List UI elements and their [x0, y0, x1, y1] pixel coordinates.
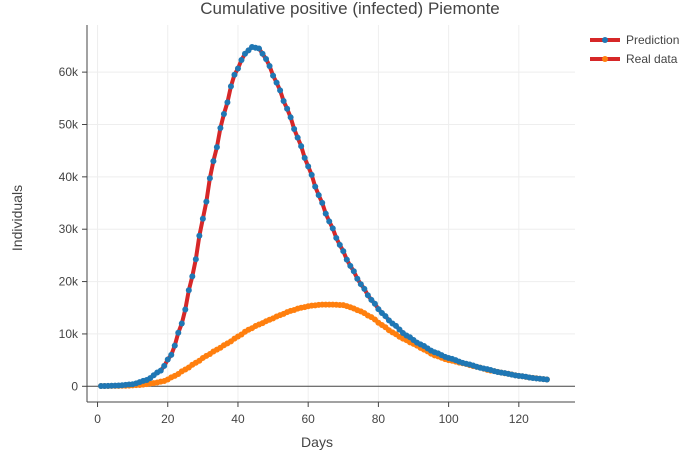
data-point [375, 306, 382, 313]
data-point [329, 225, 336, 232]
data-point [199, 215, 206, 222]
data-point [284, 105, 291, 112]
y-tick-label: 20k [59, 275, 79, 289]
x-tick-label: 120 [509, 412, 529, 426]
data-point [315, 192, 322, 199]
data-point [368, 296, 375, 303]
data-point [168, 351, 175, 358]
data-point [333, 234, 340, 241]
data-point [308, 171, 315, 178]
data-point [343, 256, 350, 263]
data-point [196, 232, 203, 239]
legend-marker-swatch [602, 37, 608, 43]
data-point [305, 163, 312, 170]
data-point [270, 72, 277, 79]
data-point [354, 275, 361, 282]
data-point [347, 262, 354, 269]
data-point [364, 292, 371, 299]
data-point [382, 313, 389, 320]
data-point [182, 306, 189, 313]
data-point [224, 99, 231, 106]
y-tick-label: 40k [59, 170, 79, 184]
legend[interactable]: Prediction Real data [590, 33, 679, 66]
x-tick-label: 20 [161, 412, 175, 426]
y-tick-label: 0 [71, 379, 78, 393]
data-point [161, 362, 168, 369]
data-point [340, 248, 347, 255]
legend-item-real-data[interactable]: Real data [590, 52, 678, 66]
data-point [266, 63, 273, 70]
legend-label: Prediction [626, 33, 679, 47]
data-point [157, 367, 164, 374]
data-point [220, 111, 227, 118]
data-point [298, 143, 305, 150]
data-point [185, 287, 192, 294]
data-point [263, 56, 270, 63]
series-real-data [98, 301, 550, 390]
data-point [543, 376, 550, 383]
data-point [301, 154, 308, 161]
data-point [171, 342, 178, 349]
data-point [203, 198, 210, 205]
data-point [227, 83, 234, 90]
data-point [259, 50, 266, 57]
grid [87, 25, 575, 402]
y-tick-label: 60k [59, 65, 79, 79]
data-point [280, 98, 287, 105]
data-point [192, 256, 199, 263]
data-point [273, 79, 280, 86]
y-tick-label: 10k [59, 327, 79, 341]
data-point [361, 285, 368, 292]
data-point [231, 71, 238, 78]
legend-marker-swatch [602, 56, 608, 62]
data-point [350, 268, 357, 275]
x-tick-label: 0 [94, 412, 101, 426]
data-point [164, 356, 171, 363]
data-point [312, 183, 319, 190]
x-tick-label: 100 [439, 412, 459, 426]
data-point [178, 320, 185, 327]
chart-title: Cumulative positive (infected) Piemonte [200, 0, 500, 18]
y-tick-label: 50k [59, 117, 79, 131]
data-point [206, 175, 213, 182]
y-axis-title: Individuals [9, 185, 25, 251]
y-tick-label: 30k [59, 222, 79, 236]
x-axis-title: Days [301, 434, 333, 450]
data-point [319, 199, 326, 206]
legend-item-prediction[interactable]: Prediction [590, 33, 679, 47]
data-point [326, 218, 333, 225]
data-point [234, 65, 241, 72]
data-point [371, 300, 378, 307]
x-tick-label: 40 [231, 412, 245, 426]
data-point [336, 241, 343, 248]
data-point [287, 114, 294, 121]
legend-label: Real data [626, 52, 678, 66]
tick-labels: 0 20 40 60 80 100 120 0 10k 20k 30k 40k 50k 60k [59, 65, 530, 426]
data-point [357, 281, 364, 288]
data-point [213, 144, 220, 151]
data-point [210, 158, 217, 165]
x-tick-label: 60 [302, 412, 316, 426]
series-layer [98, 43, 550, 390]
axes [82, 25, 575, 407]
data-point [256, 45, 263, 52]
data-point [294, 134, 301, 141]
series-prediction [98, 43, 550, 390]
data-point [217, 124, 224, 131]
data-point [291, 126, 298, 133]
data-point [322, 210, 329, 217]
data-point [277, 87, 284, 94]
data-point [189, 273, 196, 280]
data-point [238, 57, 245, 63]
data-point [175, 329, 182, 336]
x-tick-label: 80 [372, 412, 386, 426]
